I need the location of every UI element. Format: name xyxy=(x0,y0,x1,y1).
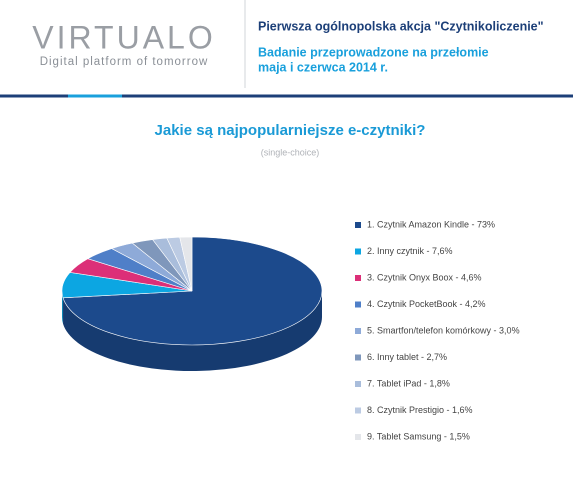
legend-swatch xyxy=(355,301,361,308)
legend-label: 5. Smartfon/telefon komórkowy - 3,0% xyxy=(367,325,520,335)
headline: Pierwsza ogólnopolska akcja "Czytnikolic… xyxy=(258,19,544,33)
slice-side xyxy=(62,291,64,324)
legend-swatch xyxy=(355,222,361,228)
legend-swatch xyxy=(355,328,361,334)
logo: VIRTUALO xyxy=(32,19,215,55)
slice xyxy=(62,236,323,346)
tagline: Digital platform of tomorrow xyxy=(40,56,209,68)
legend-label: 1. Czytnik Amazon Kindle - 73% xyxy=(367,219,495,229)
legend-label: 6. Inny tablet - 2,7% xyxy=(367,352,447,362)
slice-side xyxy=(63,291,323,371)
legend-swatch xyxy=(355,407,361,414)
subline: Badanie przeprowadzone na przełomie xyxy=(258,45,489,59)
slice xyxy=(179,236,193,292)
legend-label: 3. Czytnik Onyx Boox - 4,6% xyxy=(367,272,482,282)
header-bg xyxy=(0,0,573,95)
legend-swatch xyxy=(355,381,361,387)
legend-swatch xyxy=(355,248,361,255)
legend-swatch xyxy=(355,434,361,440)
legend-label: 7. Tablet iPad - 1,8% xyxy=(367,378,450,388)
subline: maja i czerwca 2014 r. xyxy=(258,60,388,74)
legend-label: 2. Inny czytnik - 7,6% xyxy=(367,246,453,256)
legend-label: 4. Czytnik PocketBook - 4,2% xyxy=(367,299,486,309)
legend-label: 8. Czytnik Prestigio - 1,6% xyxy=(367,405,473,415)
chart-subtitle: (single-choice) xyxy=(261,147,320,157)
legend-label: 9. Tablet Samsung - 1,5% xyxy=(367,431,470,441)
chart-title: Jakie są najpopularniejsze e-czytniki? xyxy=(155,122,426,139)
legend-swatch xyxy=(355,354,361,361)
legend-swatch xyxy=(355,275,361,281)
